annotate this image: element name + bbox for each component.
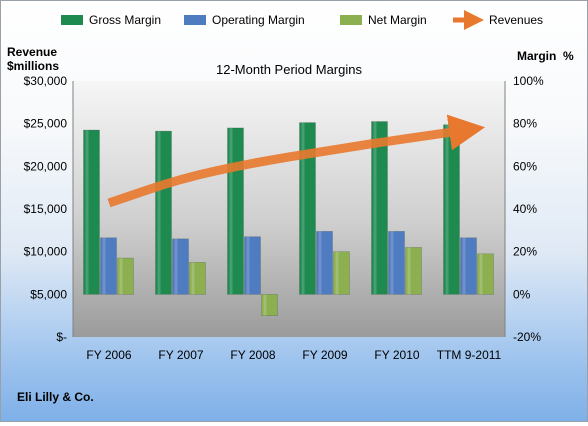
left-axis-title-line2: $millions [7, 59, 59, 73]
net-margin-bar-highlight [479, 253, 483, 295]
gross-margin-bar-highlight [373, 121, 377, 295]
gross-margin-bar-highlight [301, 122, 305, 295]
net-margin-bar-highlight [263, 294, 267, 316]
left-tick-label: $20,000 [24, 159, 68, 173]
operating-margin-bar-highlight [318, 231, 322, 295]
left-tick-label: $10,000 [24, 245, 68, 259]
operating-margin-bar-highlight [102, 237, 106, 295]
gross-margin-bar [299, 122, 316, 295]
right-tick-label: 100% [513, 74, 544, 88]
category-label: FY 2009 [302, 348, 347, 362]
revenues-line [107, 114, 486, 208]
gross-margin-bar-highlight [229, 127, 233, 295]
category-label: FY 2006 [86, 348, 131, 362]
right-axis-title: Margin % [517, 49, 574, 63]
net-margin-bar-highlight [191, 262, 195, 295]
operating-margin-bar [172, 238, 189, 295]
net-margin-bar [477, 253, 494, 295]
legend-label-operating-margin: Operating Margin [212, 13, 305, 27]
right-tick-label: 20% [513, 245, 537, 259]
net-margin-bar-highlight [407, 247, 411, 295]
operating-margin-bar-highlight [246, 236, 250, 295]
legend-swatch-net-margin [340, 15, 362, 25]
right-tick-label: 0% [513, 287, 531, 301]
right-tick-label: -20% [513, 330, 541, 344]
plot-area [73, 81, 505, 337]
net-margin-bar-highlight [335, 251, 339, 295]
gross-margin-bar [371, 121, 388, 295]
left-tick-label: $25,000 [24, 117, 68, 131]
net-margin-bar-highlight [119, 258, 123, 295]
legend-label-net-margin: Net Margin [368, 13, 427, 27]
left-axis-title-line1: Revenue [7, 45, 57, 59]
left-tick-label: $15,000 [24, 202, 68, 216]
legend-swatch-operating-margin [184, 15, 206, 25]
right-tick-label: 60% [513, 159, 537, 173]
left-tick-label: $30,000 [24, 74, 68, 88]
left-tick-label: $- [56, 330, 67, 344]
net-margin-bar [261, 294, 278, 316]
gross-margin-bar [155, 130, 172, 295]
left-tick-label: $5,000 [30, 287, 67, 301]
net-margin-bar [405, 247, 422, 295]
legend: Gross Margin Operating Margin Net Margin… [61, 10, 543, 30]
net-margin-bar [333, 251, 350, 295]
legend-swatch-gross-margin [61, 15, 83, 25]
net-margin-bar [117, 257, 134, 295]
operating-margin-bar [316, 231, 333, 295]
operating-margin-bar [388, 231, 405, 295]
gross-margin-bar [83, 129, 100, 295]
chart-marks: $- $5,000 $10,000 $15,000 $20,000 $25,000 $30,… [24, 74, 544, 362]
operating-margin-bar [244, 236, 261, 295]
operating-margin-bar-highlight [462, 237, 466, 295]
gross-margin-bar-highlight [445, 124, 449, 295]
category-label: FY 2010 [374, 348, 419, 362]
gross-margin-bar-highlight [157, 131, 161, 295]
category-label: FY 2008 [230, 348, 275, 362]
legend-label-revenues: Revenues [489, 13, 543, 27]
legend-label-gross-margin: Gross Margin [89, 13, 161, 27]
operating-margin-bar-highlight [390, 231, 394, 295]
category-label: TTM 9-2011 [437, 348, 502, 362]
operating-margin-bar [100, 237, 117, 295]
gross-margin-bar-highlight [85, 130, 89, 295]
category-label: FY 2007 [158, 348, 203, 362]
chart-title: 12-Month Period Margins [216, 62, 362, 77]
company-name: Eli Lilly & Co. [17, 390, 94, 404]
net-margin-bar [189, 262, 206, 295]
right-tick-label: 40% [513, 202, 537, 216]
right-tick-label: 80% [513, 117, 537, 131]
operating-margin-bar [460, 237, 477, 295]
operating-margin-bar-highlight [174, 238, 178, 295]
